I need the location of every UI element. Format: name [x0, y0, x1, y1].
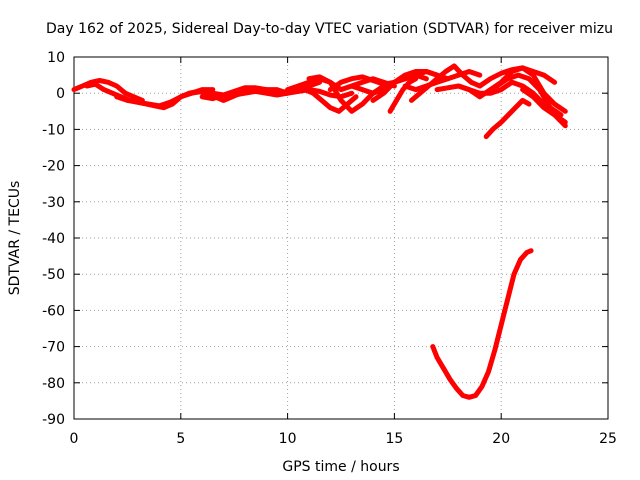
y-tick-label: -30 [42, 195, 65, 211]
x-tick-label: 0 [70, 431, 79, 447]
y-tick-label: -10 [42, 122, 65, 138]
series-arc-22 [483, 97, 532, 140]
series-arc-6 [242, 87, 355, 100]
y-tick-label: -80 [42, 376, 65, 392]
y-tick-label: -40 [42, 231, 65, 247]
chart-title: Day 162 of 2025, Sidereal Day-to-day VTE… [46, 21, 613, 37]
tick-labels: 0 5 10 15 20 25 10 0 -10 -20 -30 -40 -50 -60 -70 -80 -90 [42, 50, 617, 447]
x-tick-label: 25 [599, 431, 617, 447]
y-tick-label: 0 [56, 86, 65, 102]
series-arc-21 [520, 87, 568, 125]
series-arc-12 [370, 69, 451, 103]
x-tick-label: 15 [385, 431, 403, 447]
x-axis-label: GPS time / hours [282, 459, 399, 475]
series-arc-13 [387, 76, 419, 114]
y-tick-label: -20 [42, 159, 65, 175]
series-arc-23 [430, 248, 534, 400]
x-tick-label: 5 [176, 431, 185, 447]
series-arc-18 [477, 65, 568, 114]
y-axis-label: SDTVAR / TECUs [7, 181, 23, 296]
y-tick-label: -70 [42, 340, 65, 356]
data-series [71, 63, 568, 400]
axis-ticks [73, 56, 609, 420]
series-arc-15 [409, 63, 483, 103]
y-tick-label: -60 [42, 303, 65, 319]
y-tick-label: -50 [42, 267, 65, 283]
grid [74, 57, 608, 419]
y-tick-label: -90 [42, 412, 65, 428]
x-tick-label: 20 [492, 431, 510, 447]
x-tick-label: 10 [279, 431, 297, 447]
series-arc-14 [402, 69, 483, 93]
y-tick-label: 10 [47, 50, 65, 66]
